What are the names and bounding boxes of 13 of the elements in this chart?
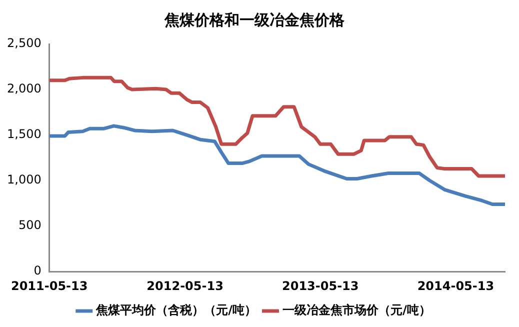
- y-tick-label: 2,000: [6, 82, 42, 96]
- x-tick-label: 2011-05-13: [10, 278, 88, 293]
- y-tick-label: 2,500: [6, 36, 42, 50]
- y-tick-label: 1,000: [6, 172, 42, 187]
- y-tick-label: 0: [34, 264, 42, 278]
- x-tick-label: 2014-05-13: [417, 278, 494, 293]
- y-tick-label: 1,500: [6, 127, 42, 142]
- x-tick-label: 2012-05-13: [146, 278, 224, 293]
- y-tick-label: 500: [18, 218, 42, 232]
- legend-label: 一级冶金焦市场价（元/吨）: [282, 303, 431, 318]
- legend-label: 焦煤平均价（含税）（元/吨）: [95, 303, 257, 318]
- x-tick-label: 2013-05-13: [282, 278, 359, 293]
- chart-title: 焦煤价格和一级冶金焦价格: [164, 10, 346, 29]
